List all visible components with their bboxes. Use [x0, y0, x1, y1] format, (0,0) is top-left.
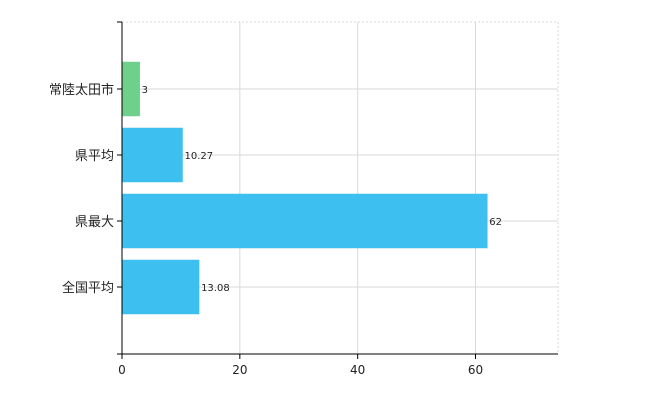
category-label-1: 県平均 — [75, 149, 114, 164]
bar-3 — [121, 259, 200, 315]
data-label-0: 3 — [142, 85, 148, 96]
axis-layer — [117, 21, 558, 359]
bar-1 — [121, 127, 183, 183]
x-tick-label-1: 20 — [232, 363, 247, 377]
category-label-3: 全国平均 — [62, 280, 114, 296]
x-tick-label-2: 40 — [350, 363, 365, 377]
x-tick-label-3: 60 — [468, 363, 483, 377]
data-label-2: 62 — [489, 217, 502, 228]
data-label-1: 10.27 — [185, 151, 214, 162]
bar-0 — [121, 61, 140, 117]
category-label-2: 県最大 — [75, 215, 114, 230]
bar-layer — [121, 61, 488, 315]
x-tick-label-0: 0 — [118, 363, 126, 377]
category-label-0: 常陸太田市 — [49, 82, 114, 98]
data-label-3: 13.08 — [201, 283, 230, 294]
bar-2 — [121, 193, 488, 249]
